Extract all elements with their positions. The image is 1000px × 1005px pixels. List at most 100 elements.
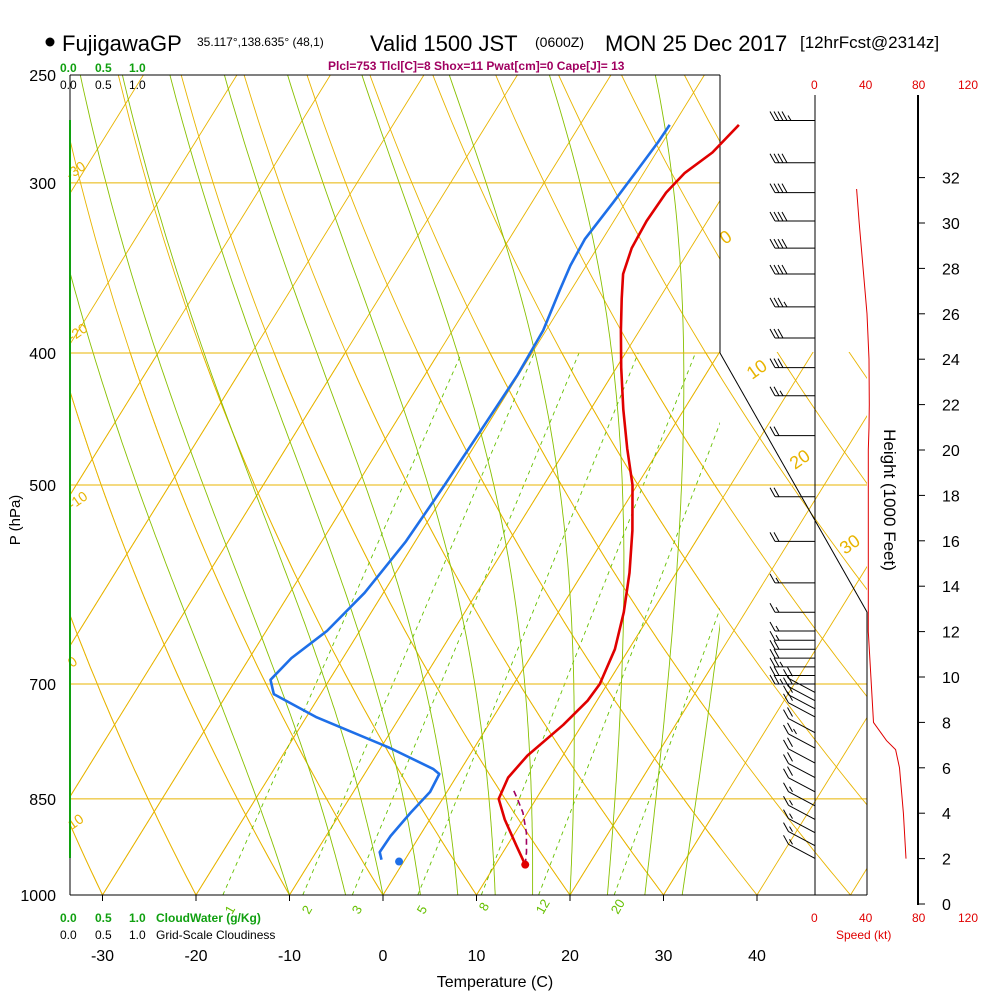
isotherm-line — [0, 26, 454, 924]
barb-flag — [784, 769, 789, 778]
temperature-tick-label: -10 — [278, 948, 301, 965]
dry-adiabat-line — [0, 26, 22, 924]
wind-barb — [770, 212, 815, 221]
barb-flag — [784, 823, 789, 832]
dry-adiabat-line — [0, 26, 211, 924]
barb-half-flag — [784, 302, 787, 307]
pressure-tick-label: 400 — [29, 346, 56, 363]
mixing-ratio-label: 8 — [476, 900, 493, 914]
temperature-tick-label: 20 — [561, 948, 579, 965]
height-tick-label: 4 — [942, 806, 951, 823]
height-tick-label: 6 — [942, 761, 951, 778]
height-tick-label: 18 — [942, 488, 960, 505]
x-axis-title: Temperature (C) — [437, 974, 553, 991]
wind-barb — [770, 667, 815, 676]
barb-staff — [789, 819, 815, 833]
barb-staff — [789, 678, 815, 692]
barb-flag — [770, 603, 775, 612]
cloudiness-tick-top-1: 0.5 — [95, 78, 112, 92]
dry-adiabat-line — [230, 26, 686, 924]
wind-barb — [784, 796, 815, 819]
height-tick-label: 20 — [942, 443, 960, 460]
valid-time: Valid 1500 JST — [370, 31, 518, 56]
mixing-ratio-label: 5 — [414, 903, 431, 917]
height-tick-label: 24 — [942, 352, 960, 369]
barb-flag — [784, 686, 789, 695]
dry-adiabat-label: 0 — [65, 653, 81, 671]
isotherm-line — [0, 26, 80, 924]
cloudiness-tick-bottom-1: 0.5 — [95, 928, 112, 942]
wind-barb — [770, 239, 815, 248]
dry-adiabat-line — [107, 26, 496, 924]
isotherm-line — [178, 26, 735, 924]
pressure-tick-label: 500 — [29, 478, 56, 495]
barb-flag — [784, 783, 789, 792]
temperature-tick-label: -20 — [184, 948, 207, 965]
isotherm-line — [926, 26, 1000, 924]
cloud-scale-label: CloudWater (g/Kg) — [156, 911, 261, 925]
height-tick-label: 10 — [942, 670, 960, 687]
speed-tick-bottom-2: 80 — [912, 911, 926, 925]
dry-adiabat-line — [967, 26, 1000, 924]
wind-barb — [784, 783, 815, 806]
speed-tick-top-2: 80 — [912, 78, 926, 92]
temperature-tick-label: 30 — [655, 948, 673, 965]
isotherm-line — [552, 26, 1000, 924]
barb-flag — [784, 669, 789, 678]
station-coords: 35.117°,138.635° (48,1) — [197, 35, 324, 49]
dry-adiabat-line — [905, 26, 1000, 924]
wind-barb — [770, 649, 815, 658]
barb-half-flag — [794, 729, 797, 734]
dry-adiabat-line — [0, 26, 306, 924]
barb-flag — [770, 574, 775, 583]
wind-barb — [784, 752, 815, 777]
pressure-tick-label: 1000 — [20, 888, 56, 905]
height-tick-label: 2 — [942, 852, 951, 869]
barb-flag — [770, 622, 775, 631]
dry-adiabat-line — [168, 26, 590, 924]
wind-barb — [784, 675, 815, 700]
forecast-tag: [12hrFcst@2314z] — [800, 33, 939, 52]
moist-adiabat-line — [70, 26, 346, 895]
height-tick-label: 12 — [942, 625, 960, 642]
speed-tick-bottom-3: 120 — [958, 911, 978, 925]
moist-adiabat-line — [158, 26, 421, 895]
barb-flag — [788, 723, 793, 732]
height-tick-label: 30 — [942, 216, 960, 233]
height-tick-label: 16 — [942, 534, 960, 551]
cloud-tick-bottom-1: 0.5 — [95, 911, 112, 925]
pressure-tick-label: 300 — [29, 176, 56, 193]
height-tick-label: 22 — [942, 398, 960, 415]
temperature-tick-label: 0 — [379, 948, 388, 965]
barb-flag — [788, 667, 793, 676]
dry-adiabat-line — [660, 26, 1000, 924]
cloud-tick-top-0: 0.0 — [60, 61, 77, 75]
barb-staff — [789, 687, 815, 701]
moist-adiabat-line — [432, 26, 574, 895]
barb-flag — [784, 755, 789, 764]
sounding-profiles — [271, 125, 739, 869]
speed-tick-bottom-1: 40 — [859, 911, 873, 925]
height-tick-label: 14 — [942, 579, 960, 596]
dry-adiabat-line — [291, 26, 780, 924]
dry-adiabat-line — [0, 26, 117, 924]
wind-barb — [770, 488, 815, 497]
wind-barb — [770, 640, 815, 649]
wind-barb — [770, 631, 815, 640]
speed-tick-top-1: 40 — [859, 78, 873, 92]
height-tick-label: 0 — [942, 897, 951, 914]
wind-barb — [784, 810, 815, 833]
cloud-tick-top-1: 0.5 — [95, 61, 112, 75]
dry-adiabat-line — [598, 26, 1000, 924]
dry-adiabat-label: 10 — [743, 355, 771, 383]
height-tick-label: 8 — [942, 715, 951, 732]
mixing-ratio-line — [539, 353, 747, 895]
barb-flag — [784, 796, 789, 805]
isotherm-line — [833, 26, 1000, 924]
wind-barb — [770, 298, 815, 307]
dry-adiabat-label: -20 — [65, 320, 91, 345]
height-tick-label: 26 — [942, 307, 960, 324]
valid-zulu: (0600Z) — [535, 34, 584, 50]
barb-half-flag — [780, 679, 783, 684]
dry-adiabat-line — [230, 26, 686, 924]
